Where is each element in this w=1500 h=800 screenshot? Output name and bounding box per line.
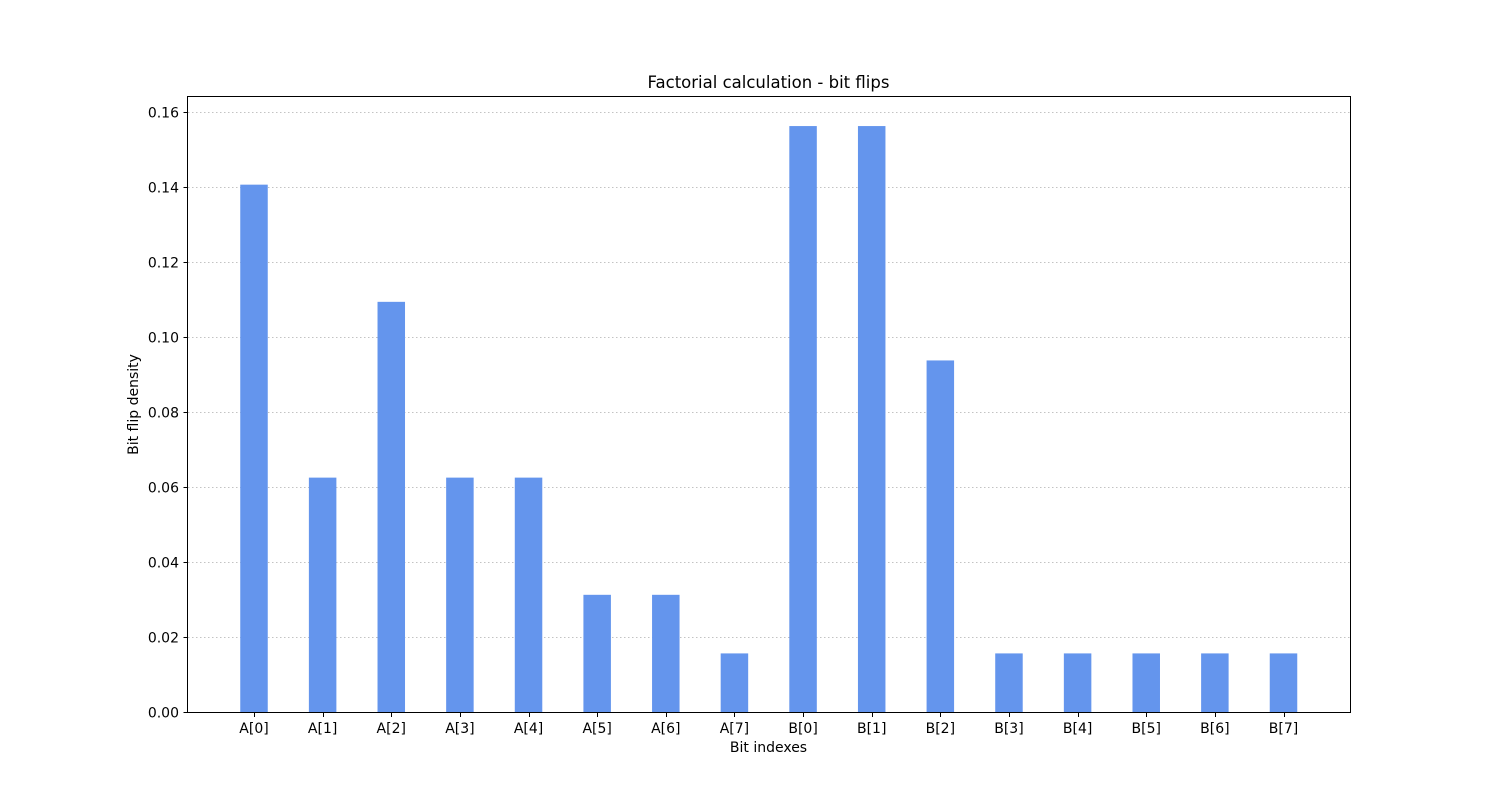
y-tick-label: 0.06 (148, 481, 179, 497)
bar (1269, 653, 1298, 712)
x-tick-label: B[2] (926, 721, 955, 737)
bar (308, 477, 337, 712)
x-tick-label: A[6] (651, 721, 680, 737)
x-tick-label: B[7] (1269, 721, 1298, 737)
bar (857, 126, 886, 712)
x-tick-label: A[3] (445, 721, 474, 737)
bar (926, 360, 955, 712)
bar (652, 594, 680, 712)
y-axis: 0.00 0.02 0.04 0.06 0.08 0.10 0.12 0.14 0.16 (148, 106, 188, 722)
y-tick-label: 0.08 (148, 406, 179, 422)
bar (1063, 653, 1092, 712)
y-tick-label: 0.04 (148, 556, 179, 572)
x-tick-label: B[0] (788, 721, 817, 737)
bar (995, 653, 1023, 712)
y-tick-label: 0.00 (148, 706, 179, 722)
bar (789, 126, 817, 712)
x-tick-label: A[1] (308, 721, 337, 737)
bar (240, 184, 268, 712)
y-tick-label: 0.14 (148, 181, 179, 197)
plot-frame (187, 96, 1351, 713)
bar (446, 477, 474, 712)
x-tick-label: A[2] (377, 721, 406, 737)
x-tick-label: B[4] (1063, 721, 1092, 737)
y-tick-label: 0.16 (148, 106, 179, 122)
x-tick-label: A[4] (514, 721, 543, 737)
x-tick-label: A[0] (239, 721, 268, 737)
bars (240, 126, 1298, 712)
x-tick-label: B[1] (857, 721, 886, 737)
x-tick-label: A[5] (582, 721, 611, 737)
bar (514, 477, 543, 712)
bar (1201, 653, 1229, 712)
x-tick-label: A[7] (720, 721, 749, 737)
y-axis-title: Bit flip density (126, 354, 142, 455)
bar (377, 301, 406, 712)
y-tick-label: 0.12 (148, 256, 179, 272)
bar (720, 653, 749, 712)
grid-lines (188, 112, 1350, 638)
x-tick-label: B[3] (994, 721, 1023, 737)
bar (1132, 653, 1160, 712)
x-axis: A[0] A[1] A[2] A[3] A[4] A[5] A[6] A[7] B[0] B[1]… (239, 712, 1298, 737)
chart-title: Factorial calculation - bit flips (648, 73, 890, 92)
x-tick-label: B[6] (1200, 721, 1229, 737)
bar (583, 594, 611, 712)
x-axis-title: Bit indexes (730, 740, 807, 756)
y-tick-label: 0.10 (148, 331, 179, 347)
y-tick-label: 0.02 (148, 631, 179, 647)
x-tick-label: B[5] (1132, 721, 1161, 737)
